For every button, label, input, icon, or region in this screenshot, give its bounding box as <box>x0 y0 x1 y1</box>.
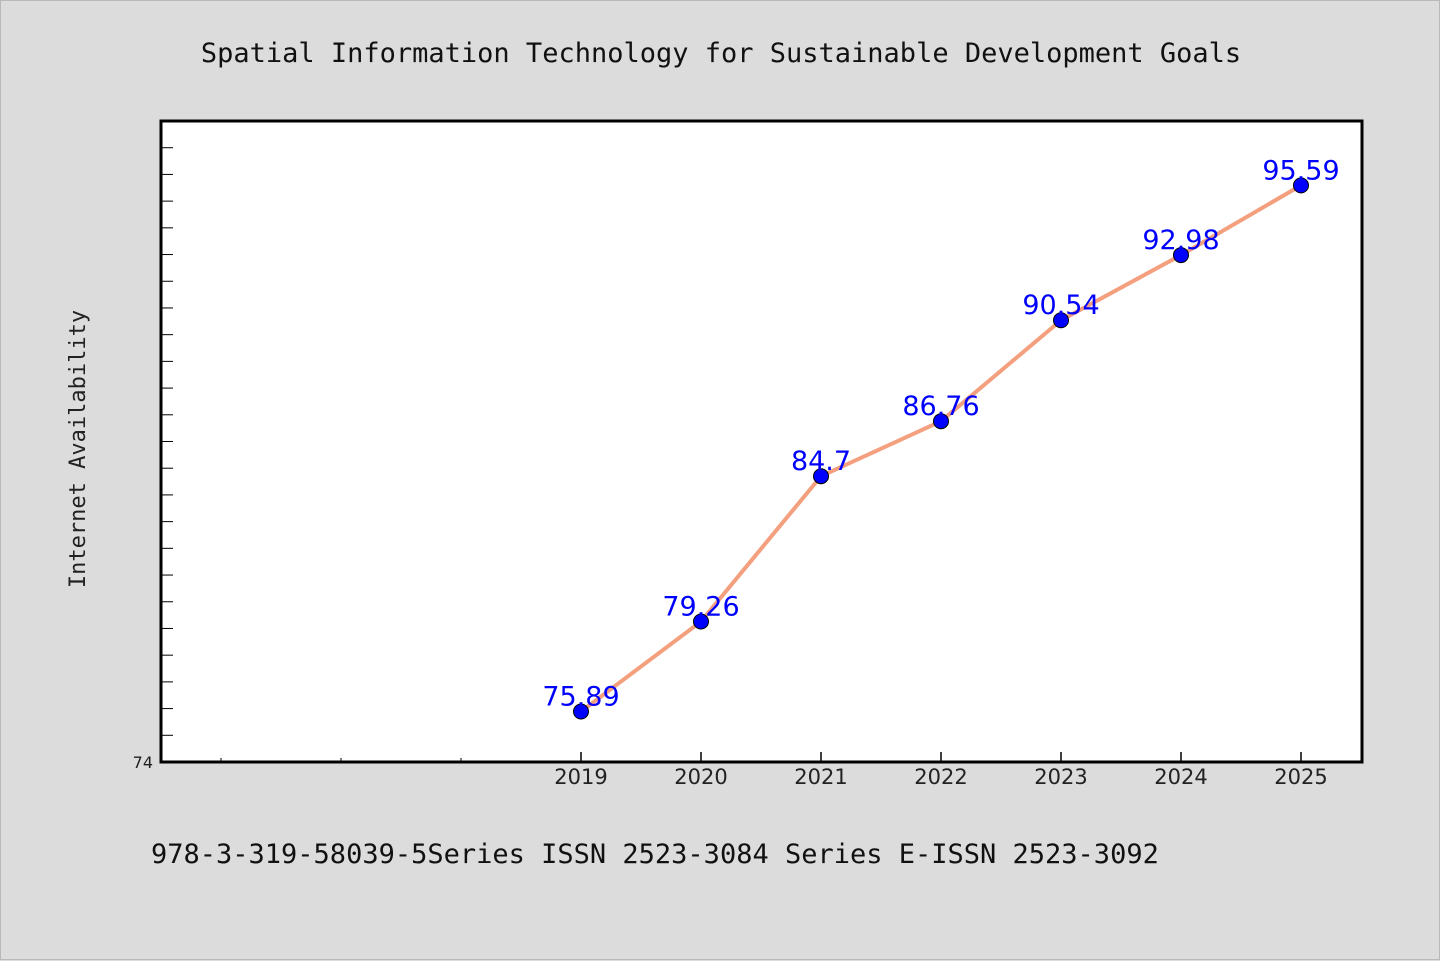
x-tick-label: 2025 <box>1274 765 1327 789</box>
data-point-label: 75.89 <box>542 682 619 713</box>
data-point-marker <box>813 468 829 485</box>
footer-isbn-issn: 978-3-319-58039-5Series ISSN 2523-3084 S… <box>151 839 1159 870</box>
y-axis-label: Internet Availability <box>66 310 91 588</box>
data-point-label: 92.98 <box>1142 225 1219 256</box>
data-point-label: 95.59 <box>1262 155 1339 186</box>
x-axis-minor-ticks <box>220 758 462 762</box>
x-tick-label: 2023 <box>1034 765 1087 789</box>
data-point-marker <box>933 413 949 430</box>
chart-title: Spatial Information Technology for Susta… <box>201 38 1241 69</box>
data-point-marker <box>1173 247 1189 264</box>
data-point-label: 86.76 <box>902 391 979 422</box>
series-layer <box>573 177 1309 720</box>
y-tick-label: 74 <box>133 753 153 772</box>
data-point-marker <box>573 703 589 720</box>
data-point-label: 79.26 <box>662 592 739 623</box>
data-point-label: 90.54 <box>1022 290 1099 321</box>
x-tick-label: 2019 <box>554 765 607 789</box>
plot-area <box>159 119 1364 764</box>
x-tick-label: 2020 <box>674 765 727 789</box>
data-point-label: 84.7 <box>791 446 851 477</box>
x-axis-ticks: 2019 2020 2021 2022 2023 2024 2025 <box>554 752 1328 789</box>
x-tick-label: 2022 <box>914 765 967 789</box>
data-labels: 75.89 79.26 84.7 86.76 90.54 92.98 95.59 <box>542 155 1339 712</box>
data-point-marker <box>1293 177 1309 194</box>
data-point-marker <box>1053 312 1069 329</box>
data-point-marker <box>693 613 709 630</box>
x-tick-label: 2021 <box>794 765 847 789</box>
x-tick-label: 2024 <box>1154 765 1207 789</box>
y-axis-ticks: 74 <box>133 147 173 772</box>
